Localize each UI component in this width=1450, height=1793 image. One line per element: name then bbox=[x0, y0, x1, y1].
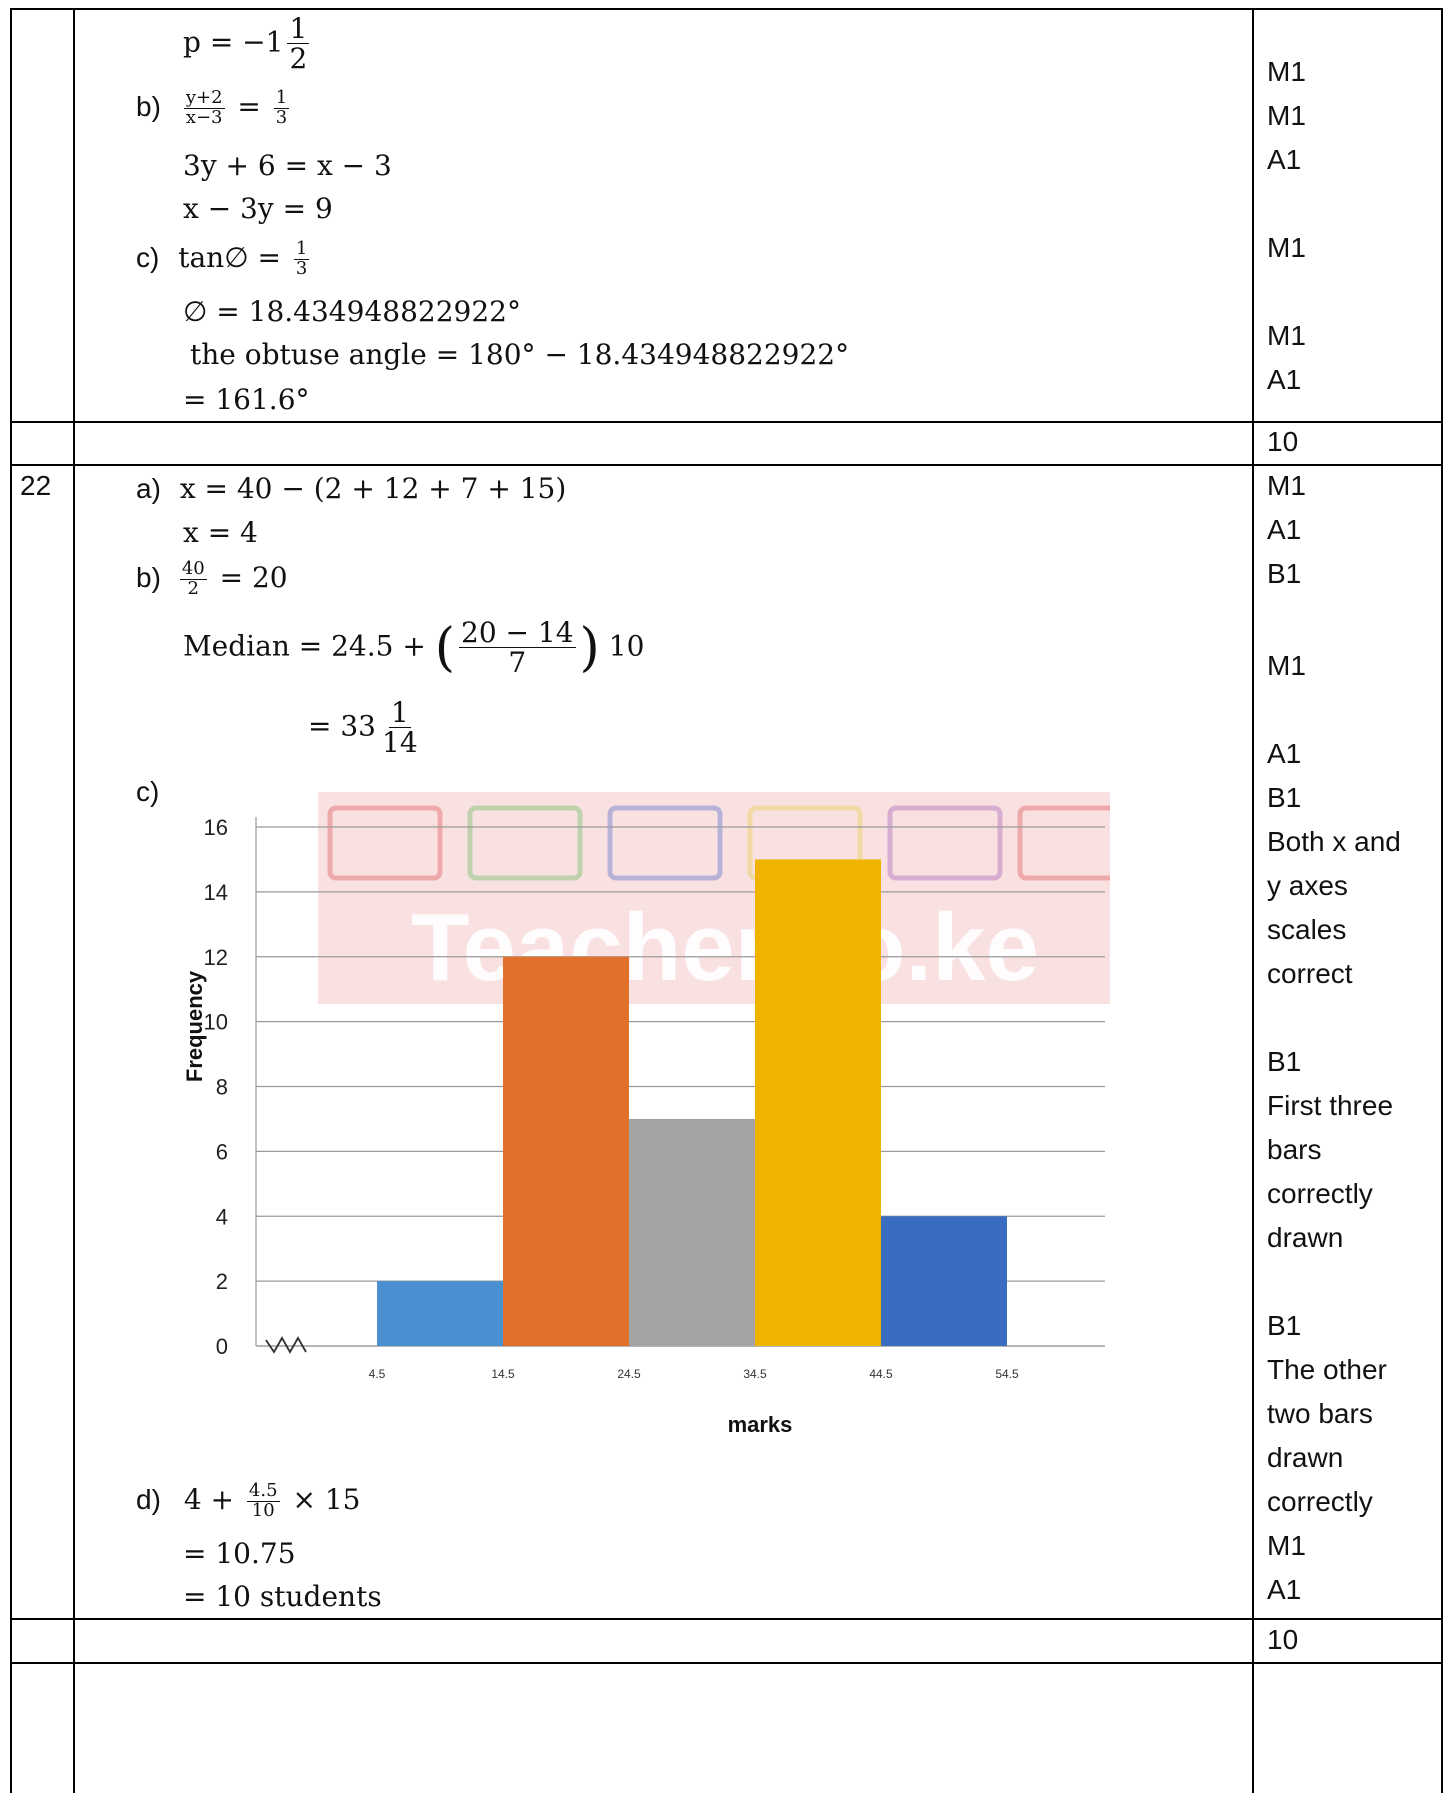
q22-mark-note-axes-1: Both x and bbox=[1267, 826, 1401, 857]
y-tick-label-14: 14 bbox=[204, 880, 228, 905]
bar-14.5–24.5 bbox=[503, 956, 629, 1346]
q22-mark-note-axes-2: y axes bbox=[1267, 870, 1348, 901]
table-row-line-3 bbox=[10, 1618, 1442, 1620]
x-tick-label-34.5: 34.5 bbox=[743, 1367, 767, 1381]
bar-44.5–54.5 bbox=[881, 1216, 1007, 1346]
x-axis-title: marks bbox=[728, 1412, 793, 1437]
q22-median-line: Median = 24.5 + (20 − 14 7) 10 bbox=[183, 616, 645, 680]
q22-mark-a1-d: A1 bbox=[1267, 1574, 1302, 1605]
q22-mark-a1: A1 bbox=[1267, 514, 1302, 545]
q22-mark-b1-first-bars: B1 bbox=[1267, 1046, 1302, 1077]
bar-4.5–14.5 bbox=[377, 1281, 503, 1346]
q22-total: 10 bbox=[1267, 1624, 1299, 1655]
q21-mark-2: M1 bbox=[1267, 100, 1306, 131]
y-tick-label-0: 0 bbox=[216, 1334, 228, 1359]
q22-mark-m1-median: M1 bbox=[1267, 650, 1306, 681]
table-row-line-4 bbox=[10, 1662, 1442, 1664]
q21-p-line: p = −1 1 2 bbox=[183, 12, 310, 76]
q22-a-line2: x = 4 bbox=[183, 516, 258, 549]
q21-c-line4: = 161.6° bbox=[183, 383, 310, 416]
table-row-line-2 bbox=[10, 464, 1442, 466]
q22-mark-b1-axes: B1 bbox=[1267, 782, 1302, 813]
x-tick-label-44.5: 44.5 bbox=[869, 1367, 893, 1381]
q21-total: 10 bbox=[1267, 426, 1299, 457]
q22-mark-note-first-3: correctly bbox=[1267, 1178, 1373, 1209]
q21-c-line2: ∅ = 18.434948822922° bbox=[183, 295, 521, 328]
q22-mark-b1: B1 bbox=[1267, 558, 1302, 589]
y-tick-label-10: 10 bbox=[204, 1010, 228, 1035]
q22-mark-note-axes-4: correct bbox=[1267, 958, 1353, 989]
q22-mark-note-first-2: bars bbox=[1267, 1134, 1322, 1165]
table-col-divider-1 bbox=[73, 8, 75, 1793]
q22-median-result: = 33 1 14 bbox=[308, 696, 418, 760]
q21-mark-1: M1 bbox=[1267, 56, 1306, 87]
q21-mark-6: A1 bbox=[1267, 364, 1302, 395]
watermark: Teacher.co.ke bbox=[318, 792, 1110, 1004]
table-col-divider-2 bbox=[1252, 8, 1254, 1793]
y-tick-label-12: 12 bbox=[204, 945, 228, 970]
q21-mark-3: A1 bbox=[1267, 144, 1302, 175]
q22-mark-note-other-3: drawn bbox=[1267, 1442, 1344, 1473]
q22-mark-note-first-4: drawn bbox=[1267, 1222, 1344, 1253]
q22-mark-m1: M1 bbox=[1267, 470, 1306, 501]
q21-b-line3: x − 3y = 9 bbox=[183, 192, 333, 225]
q21-b-line2: 3y + 6 = x − 3 bbox=[183, 149, 392, 182]
q22-mark-m1-d: M1 bbox=[1267, 1530, 1306, 1561]
q22-d-line3: = 10 students bbox=[183, 1580, 382, 1613]
x-tick-label-54.5: 54.5 bbox=[995, 1367, 1019, 1381]
q22-b-line1: b) 40 2 = 20 bbox=[136, 558, 288, 599]
y-tick-label-4: 4 bbox=[216, 1204, 228, 1229]
q22-c-label: c) bbox=[136, 776, 160, 807]
table-border-right bbox=[1441, 8, 1443, 1793]
q22-d-line1: d) 4 + 4.5 10 × 15 bbox=[136, 1480, 361, 1521]
histogram-chart: Teacher.co.ke 0 2 4 6 8 10 12 14 16 4.5 14.5 24.5 34… bbox=[182, 792, 1110, 1437]
table-border-top bbox=[10, 8, 1442, 10]
table-border-left bbox=[10, 8, 12, 1793]
q22-mark-b1-other-bars: B1 bbox=[1267, 1310, 1302, 1341]
q22-mark-note-other-1: The other bbox=[1267, 1354, 1387, 1385]
y-axis-title: Frequency bbox=[182, 970, 207, 1082]
x-tick-label-14.5: 14.5 bbox=[491, 1367, 515, 1381]
x-tick-label-4.5: 4.5 bbox=[369, 1367, 386, 1381]
q22-a-line1: a) x = 40 − (2 + 12 + 7 + 15) bbox=[136, 472, 567, 505]
y-tick-label-6: 6 bbox=[216, 1139, 228, 1164]
q22-mark-note-first-1: First three bbox=[1267, 1090, 1394, 1121]
q21-mark-5: M1 bbox=[1267, 320, 1306, 351]
y-tick-label-8: 8 bbox=[216, 1075, 228, 1100]
q22-mark-note-axes-3: scales bbox=[1267, 914, 1347, 945]
bar-34.5–44.5 bbox=[755, 859, 881, 1346]
axis-break-icon bbox=[265, 1336, 307, 1354]
q22-d-line2: = 10.75 bbox=[183, 1537, 296, 1570]
q22-mark-a1-median: A1 bbox=[1267, 738, 1302, 769]
q22-mark-note-other-4: correctly bbox=[1267, 1486, 1373, 1517]
table-row-line-1 bbox=[10, 421, 1442, 423]
q22-mark-note-other-2: two bars bbox=[1267, 1398, 1373, 1429]
bar-24.5–34.5 bbox=[629, 1118, 755, 1346]
q21-mark-4: M1 bbox=[1267, 232, 1306, 263]
y-tick-label-2: 2 bbox=[216, 1269, 228, 1294]
x-tick-label-24.5: 24.5 bbox=[617, 1367, 641, 1381]
y-tick-label-16: 16 bbox=[204, 815, 228, 840]
q22-number: 22 bbox=[20, 470, 52, 501]
q21-c-line3: the obtuse angle = 180° − 18.43494882292… bbox=[190, 338, 850, 371]
